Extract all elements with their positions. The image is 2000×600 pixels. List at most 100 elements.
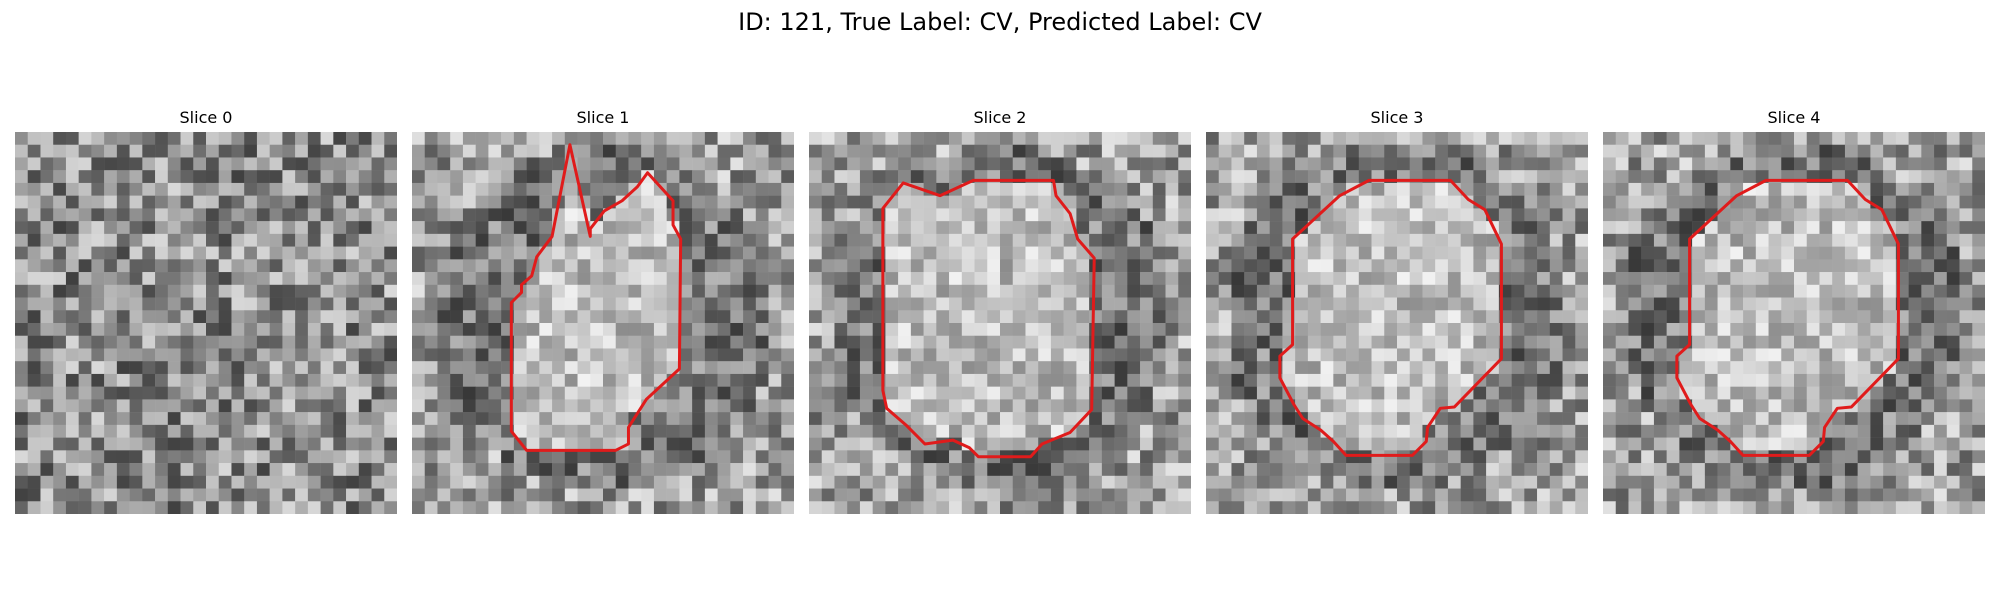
image-pixel [885, 221, 899, 235]
image-pixel [1152, 424, 1166, 438]
image-pixel [15, 361, 28, 375]
image-pixel [1641, 412, 1655, 426]
image-pixel [1038, 182, 1052, 196]
image-pixel [615, 335, 629, 349]
image-pixel [1206, 233, 1219, 247]
image-pixel [1244, 297, 1258, 311]
image-pixel [1486, 437, 1500, 451]
image-pixel [358, 373, 372, 387]
image-pixel [218, 501, 232, 514]
image-pixel [384, 195, 397, 209]
image-pixel [1089, 272, 1103, 286]
image-pixel [1934, 450, 1948, 464]
image-pixel [1921, 182, 1935, 196]
image-pixel [180, 412, 194, 426]
image-pixel [1076, 373, 1090, 387]
image-pixel [653, 157, 667, 171]
image-pixel [256, 144, 270, 158]
image-pixel [1435, 335, 1449, 349]
image-pixel [1603, 501, 1616, 514]
image-pixel [1832, 208, 1846, 222]
image-pixel [1934, 221, 1948, 235]
image-pixel [1806, 373, 1820, 387]
image-pixel [1908, 373, 1922, 387]
image-pixel [1615, 488, 1629, 502]
image-pixel [1295, 501, 1309, 514]
image-pixel [412, 182, 425, 196]
image-pixel [1397, 437, 1410, 451]
image-pixel [847, 386, 861, 400]
image-pixel [1755, 144, 1769, 158]
image-pixel [987, 297, 1001, 311]
image-pixel [1666, 259, 1680, 273]
image-pixel [218, 424, 232, 438]
image-pixel [1537, 157, 1551, 171]
image-pixel [333, 335, 347, 349]
image-pixel [307, 246, 321, 260]
image-pixel [1972, 488, 1985, 502]
image-pixel [462, 386, 476, 400]
image-pixel [1231, 475, 1245, 489]
image-pixel [1575, 437, 1588, 451]
image-pixel [462, 323, 476, 336]
image-pixel [1666, 501, 1680, 514]
image-pixel [15, 501, 28, 514]
image-pixel [1165, 170, 1179, 184]
image-pixel [1537, 335, 1551, 349]
image-pixel [768, 310, 782, 324]
image-pixel [180, 259, 194, 273]
image-pixel [1206, 272, 1219, 286]
image-pixel [923, 399, 937, 413]
image-pixel [450, 221, 464, 235]
image-pixel [1447, 424, 1461, 438]
image-pixel [1038, 272, 1052, 286]
image-pixel [40, 361, 54, 375]
image-pixel [1397, 297, 1410, 311]
image-pixel [1498, 144, 1512, 158]
image-pixel [653, 310, 667, 324]
image-pixel [526, 424, 540, 438]
image-pixel [1218, 297, 1232, 311]
image-pixel [244, 348, 258, 362]
image-pixel [1012, 412, 1026, 426]
image-pixel [437, 373, 451, 387]
image-pixel [1076, 310, 1090, 324]
image-pixel [1140, 246, 1154, 260]
image-pixel [475, 132, 489, 145]
image-pixel [1101, 272, 1115, 286]
image-pixel [1717, 284, 1731, 298]
image-pixel [1089, 297, 1103, 311]
image-pixel [1231, 399, 1245, 413]
image-pixel [1012, 488, 1026, 502]
image-pixel [15, 272, 28, 286]
image-pixel [692, 157, 706, 171]
image-pixel [371, 259, 385, 273]
image-pixel [1524, 246, 1538, 260]
image-pixel [539, 208, 553, 222]
image-pixel [15, 233, 28, 247]
image-pixel [692, 246, 706, 260]
image-pixel [1050, 272, 1064, 286]
image-pixel [1704, 233, 1718, 247]
image-pixel [910, 475, 924, 489]
image-pixel [501, 233, 515, 247]
image-pixel [1358, 437, 1372, 451]
image-pixel [462, 412, 476, 426]
image-pixel [1114, 323, 1128, 336]
image-pixel [1206, 361, 1219, 375]
image-pixel [1653, 170, 1667, 184]
image-pixel [1178, 450, 1191, 464]
image-pixel [1178, 373, 1191, 387]
image-pixel [1206, 297, 1219, 311]
image-pixel [1806, 399, 1820, 413]
image-pixel [730, 297, 744, 311]
image-pixel [167, 501, 181, 514]
image-pixel [1371, 386, 1385, 400]
image-pixel [1038, 424, 1052, 438]
image-pixel [218, 246, 232, 260]
image-pixel [1615, 132, 1629, 145]
image-pixel [358, 170, 372, 184]
image-pixel [1320, 399, 1334, 413]
image-pixel [1371, 501, 1385, 514]
image-pixel [1717, 373, 1731, 387]
